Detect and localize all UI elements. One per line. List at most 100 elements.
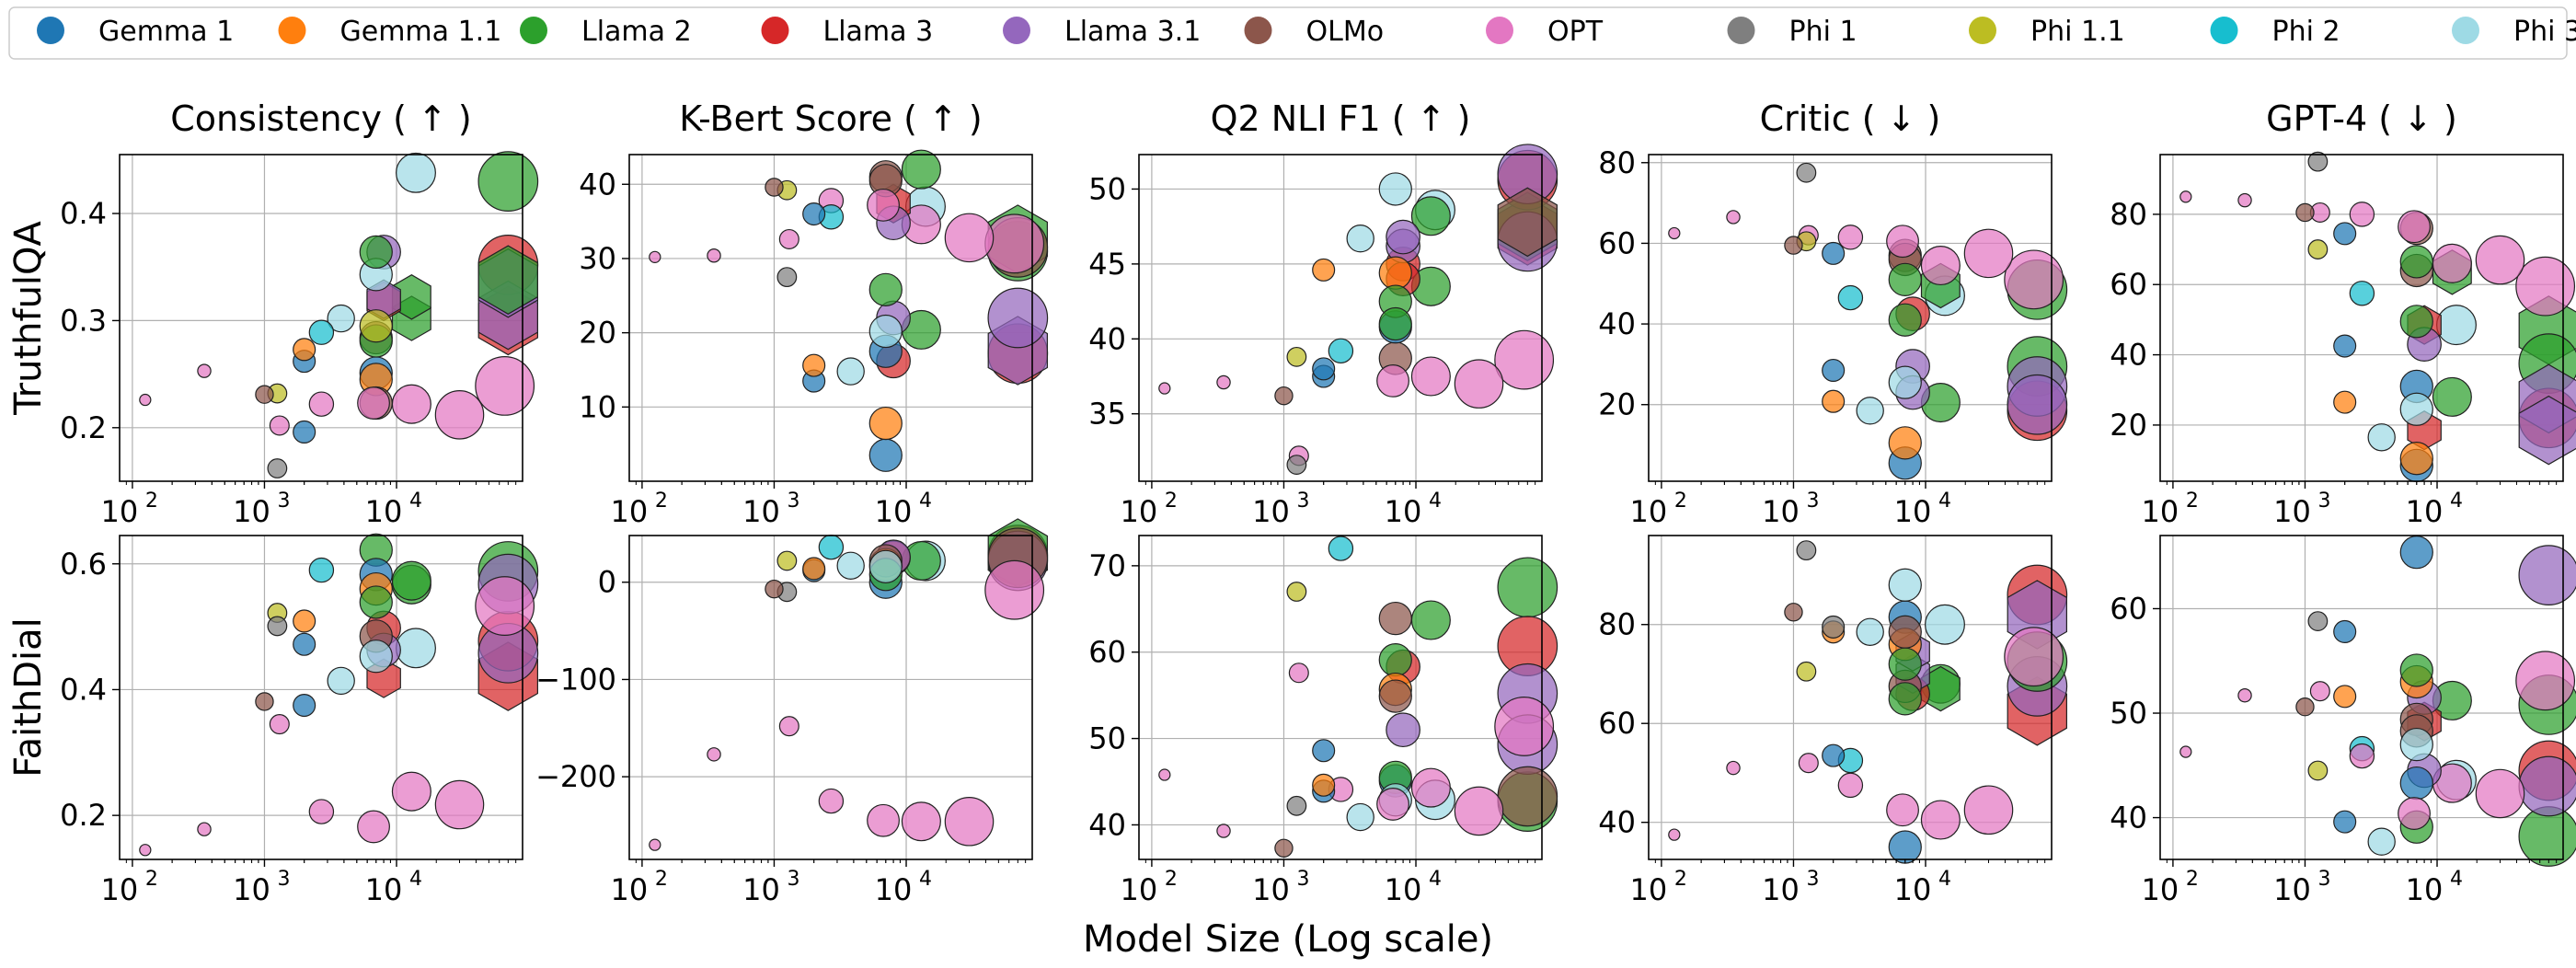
x-tick-label: 10 — [1385, 494, 1422, 529]
data-point: Phi 1 — [2307, 151, 2329, 172]
y-tick-label: 50 — [1088, 721, 1126, 756]
y-tick-label: 0.2 — [60, 798, 107, 833]
data-point: Phi 3 — [1378, 172, 1412, 206]
x-tick-exponent: 3 — [787, 490, 799, 513]
plot-area — [1649, 155, 2052, 481]
data-point: OPT — [1920, 800, 1961, 840]
data-point: Gemma 1 — [2333, 222, 2357, 246]
y-tick-label: 80 — [2110, 197, 2147, 232]
data-point: Phi 1 — [1796, 540, 1817, 561]
axes-frame — [1648, 535, 2053, 860]
data-point: Phi 3 — [396, 628, 436, 669]
data-point: OLMo — [1274, 838, 1294, 858]
data-point: OPT — [197, 822, 212, 836]
data-point: OPT — [139, 844, 152, 857]
data-point: Phi 3 — [2399, 727, 2433, 762]
x-tick-exponent: 2 — [1674, 868, 1687, 891]
data-point: Phi 3 — [1856, 397, 1884, 425]
x-tick-label: 10 — [233, 494, 270, 529]
data-point: OPT — [308, 799, 335, 824]
data-point: OLMo — [765, 178, 784, 197]
data-point: Phi 1 — [1286, 455, 1307, 475]
axes-frame — [628, 535, 1033, 860]
data-point: OPT — [707, 747, 721, 762]
data-point: OPT — [944, 797, 995, 847]
x-tick-exponent: 2 — [1674, 490, 1687, 513]
data-point: Phi 3 — [396, 152, 436, 193]
data-point: Phi 1.1 — [776, 550, 798, 571]
legend-marker — [1486, 17, 1513, 44]
data-point: Gemma 1.1 — [802, 353, 826, 377]
data-point: Phi 1 — [776, 267, 798, 288]
legend-label: OPT — [1547, 16, 1604, 48]
data-point: Llama 2 — [477, 151, 539, 212]
data-point: OPT — [944, 213, 995, 263]
x-tick-label: 10 — [233, 872, 270, 907]
data-point: Phi 3 — [2367, 423, 2396, 452]
data-point: Gemma 1 — [1822, 358, 1846, 383]
data-point: Phi 3 — [1888, 365, 1922, 399]
data-point: OPT — [2475, 768, 2525, 819]
legend-label: Llama 3 — [823, 16, 934, 48]
data-point: Llama 2 — [1410, 600, 1451, 640]
axes-frame — [2159, 535, 2564, 860]
data-point: OPT — [1376, 363, 1409, 398]
y-tick-label: 50 — [1088, 171, 1126, 206]
y-tick-label: 20 — [2110, 408, 2147, 443]
data-point: OPT — [649, 838, 661, 851]
data-point: OPT — [1963, 228, 2014, 279]
x-tick-exponent: 4 — [1938, 868, 1951, 891]
data-point: OPT — [1668, 828, 1681, 841]
data-point: OPT — [2004, 627, 2064, 687]
data-point: Phi 2 — [1328, 338, 1354, 364]
x-tick-exponent: 4 — [919, 490, 932, 513]
x-tick-exponent: 2 — [1165, 490, 1178, 513]
data-point: Llama 2 — [1497, 557, 1558, 618]
data-point: OPT — [2432, 243, 2472, 283]
data-point: Llama 2 — [1378, 306, 1412, 341]
data-point: OPT — [2004, 249, 2064, 310]
x-tick-label: 10 — [1762, 872, 1800, 907]
y-tick-label: 50 — [2110, 696, 2147, 731]
y-tick-label: −200 — [535, 759, 616, 794]
x-tick-exponent: 3 — [1806, 868, 1819, 891]
data-point: OPT — [867, 188, 900, 222]
x-tick-exponent: 2 — [145, 490, 158, 513]
data-point: Phi 3 — [1856, 617, 1884, 646]
data-point: Llama 2 — [1410, 196, 1451, 236]
y-tick-label: 45 — [1088, 247, 1126, 282]
x-tick-exponent: 2 — [145, 868, 158, 891]
data-point: OLMo — [765, 579, 784, 599]
x-tick-label: 10 — [365, 872, 403, 907]
data-point: OPT — [1158, 382, 1171, 395]
data-point: OPT — [1920, 245, 1961, 286]
data-point: Llama 2 — [1888, 647, 1922, 681]
data-point: OPT — [1798, 753, 1819, 774]
row-label: TruthfulQA — [7, 220, 50, 415]
x-tick-label: 10 — [2406, 872, 2444, 907]
data-point: Phi 2 — [1837, 284, 1864, 311]
legend-marker — [1244, 17, 1272, 44]
x-tick-label: 10 — [742, 494, 780, 529]
data-point: OLMo — [1378, 601, 1412, 636]
x-tick-exponent: 4 — [1938, 490, 1951, 513]
data-point: OPT — [269, 714, 290, 735]
x-tick-exponent: 4 — [1429, 490, 1442, 513]
x-tick-label: 10 — [2142, 872, 2179, 907]
data-point: Llama 2 — [2399, 305, 2433, 339]
y-tick-label: 60 — [1598, 225, 1636, 260]
data-point: Phi 2 — [818, 534, 845, 560]
x-tick-exponent: 2 — [1165, 868, 1178, 891]
data-point: OPT — [1288, 663, 1309, 684]
y-tick-label: 0.4 — [60, 672, 107, 707]
y-tick-label: 0.2 — [60, 410, 107, 445]
data-point: Gemma 1 — [2399, 766, 2433, 801]
legend-label: Llama 2 — [581, 16, 692, 48]
panel-title: Critic ( ↓ ) — [1760, 98, 1941, 139]
x-tick-label: 10 — [1894, 494, 1932, 529]
